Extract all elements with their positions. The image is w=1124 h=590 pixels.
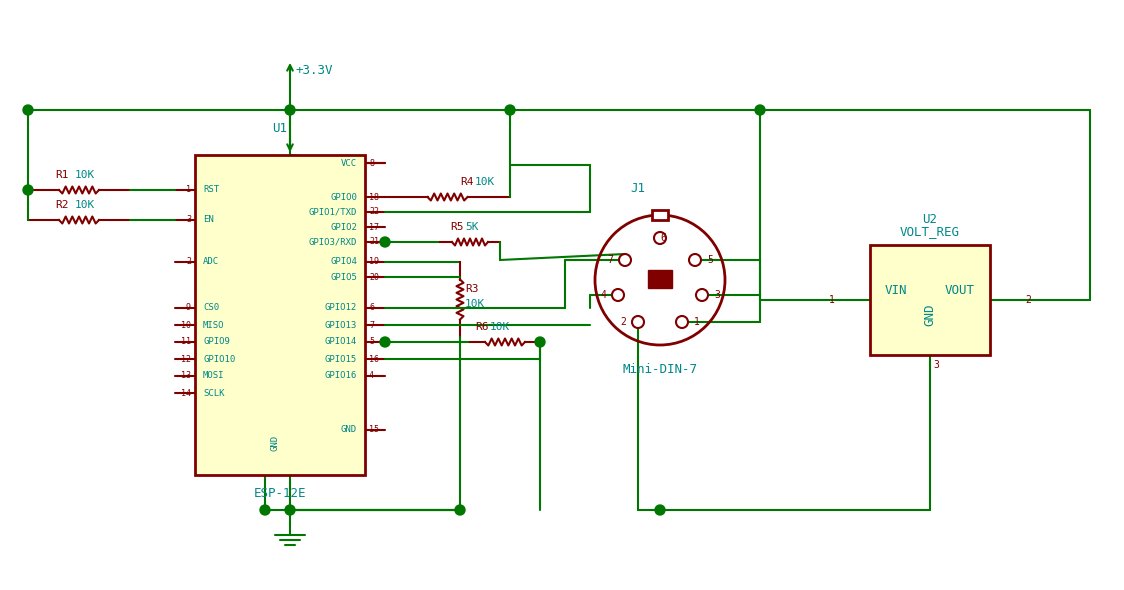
Circle shape	[380, 337, 390, 347]
Text: 1: 1	[694, 317, 700, 327]
Bar	[649, 270, 672, 288]
Text: U2: U2	[923, 213, 937, 226]
Text: VIN: VIN	[885, 284, 907, 297]
Text: 14: 14	[181, 388, 191, 398]
Circle shape	[505, 105, 515, 115]
Text: GPIO3/RXD: GPIO3/RXD	[309, 238, 357, 247]
Text: 18: 18	[369, 192, 379, 202]
Text: J1: J1	[629, 182, 645, 195]
Text: 13: 13	[181, 372, 191, 381]
Text: 1: 1	[830, 295, 835, 305]
Text: 19: 19	[369, 257, 379, 267]
Text: GPIO13: GPIO13	[325, 320, 357, 329]
Text: R3: R3	[465, 284, 479, 294]
Text: 10K: 10K	[465, 299, 486, 309]
Text: R2: R2	[55, 200, 69, 210]
Text: 20: 20	[369, 273, 379, 281]
Text: GPIO1/TXD: GPIO1/TXD	[309, 208, 357, 217]
Text: GPIO14: GPIO14	[325, 337, 357, 346]
Circle shape	[22, 185, 33, 195]
Circle shape	[22, 105, 33, 115]
Text: R6: R6	[475, 322, 489, 332]
Text: 10K: 10K	[490, 322, 510, 332]
Text: 21: 21	[369, 238, 379, 247]
Text: R4: R4	[460, 177, 473, 187]
Text: 10K: 10K	[75, 170, 96, 180]
Circle shape	[455, 505, 465, 515]
Text: 6: 6	[660, 233, 665, 243]
Text: 10: 10	[181, 320, 191, 329]
Text: ADC: ADC	[203, 257, 219, 267]
Circle shape	[260, 505, 270, 515]
Text: GPIO2: GPIO2	[330, 222, 357, 231]
Text: ESP-12E: ESP-12E	[254, 487, 306, 500]
Text: GPIO12: GPIO12	[325, 303, 357, 313]
Text: 7: 7	[607, 255, 613, 265]
Text: 3: 3	[933, 360, 939, 370]
Text: RST: RST	[203, 185, 219, 195]
Text: 17: 17	[369, 222, 379, 231]
Text: 5: 5	[369, 337, 374, 346]
Text: 2: 2	[620, 317, 626, 327]
Text: 3: 3	[185, 215, 191, 225]
Text: SCLK: SCLK	[203, 388, 225, 398]
Text: VOUT: VOUT	[945, 284, 975, 297]
Text: 2: 2	[185, 257, 191, 267]
Bar	[652, 210, 668, 220]
Circle shape	[535, 337, 545, 347]
Text: 5: 5	[707, 255, 713, 265]
Text: GPIO16: GPIO16	[325, 372, 357, 381]
Text: VCC: VCC	[341, 159, 357, 168]
Text: R5: R5	[450, 222, 463, 232]
Text: 12: 12	[181, 355, 191, 363]
Text: GPIO10: GPIO10	[203, 355, 235, 363]
Text: +3.3V: +3.3V	[294, 64, 333, 77]
Text: GPIO4: GPIO4	[330, 257, 357, 267]
Circle shape	[380, 237, 390, 247]
Bar	[870, 245, 990, 355]
Text: 9: 9	[185, 303, 191, 313]
Circle shape	[755, 105, 765, 115]
Text: MISO: MISO	[203, 320, 225, 329]
Circle shape	[285, 505, 294, 515]
Text: 22: 22	[369, 208, 379, 217]
Text: 4: 4	[369, 372, 374, 381]
Text: VOLT_REG: VOLT_REG	[900, 225, 960, 238]
Text: GPIO9: GPIO9	[203, 337, 230, 346]
Text: 5K: 5K	[465, 222, 479, 232]
Text: GND: GND	[341, 425, 357, 434]
Text: 8: 8	[369, 159, 374, 168]
Text: GPIO15: GPIO15	[325, 355, 357, 363]
Text: GPIO5: GPIO5	[330, 273, 357, 281]
Text: GND: GND	[924, 304, 936, 326]
Text: GPIO0: GPIO0	[330, 192, 357, 202]
Text: GND: GND	[270, 435, 279, 451]
Text: Mini-DIN-7: Mini-DIN-7	[623, 363, 698, 376]
Text: 6: 6	[369, 303, 374, 313]
Circle shape	[655, 505, 665, 515]
Text: 16: 16	[369, 355, 379, 363]
Text: R1: R1	[55, 170, 69, 180]
Text: 10K: 10K	[75, 200, 96, 210]
Text: EN: EN	[203, 215, 214, 225]
Text: MOSI: MOSI	[203, 372, 225, 381]
Text: 11: 11	[181, 337, 191, 346]
Text: 2: 2	[1025, 295, 1031, 305]
Text: U1: U1	[272, 122, 288, 135]
Bar	[194, 155, 365, 475]
Text: CS0: CS0	[203, 303, 219, 313]
Text: 4: 4	[600, 290, 606, 300]
Text: 1: 1	[185, 185, 191, 195]
Text: 7: 7	[369, 320, 374, 329]
Text: 15: 15	[369, 425, 379, 434]
Text: 10K: 10K	[475, 177, 496, 187]
Text: 3: 3	[714, 290, 719, 300]
Circle shape	[285, 105, 294, 115]
